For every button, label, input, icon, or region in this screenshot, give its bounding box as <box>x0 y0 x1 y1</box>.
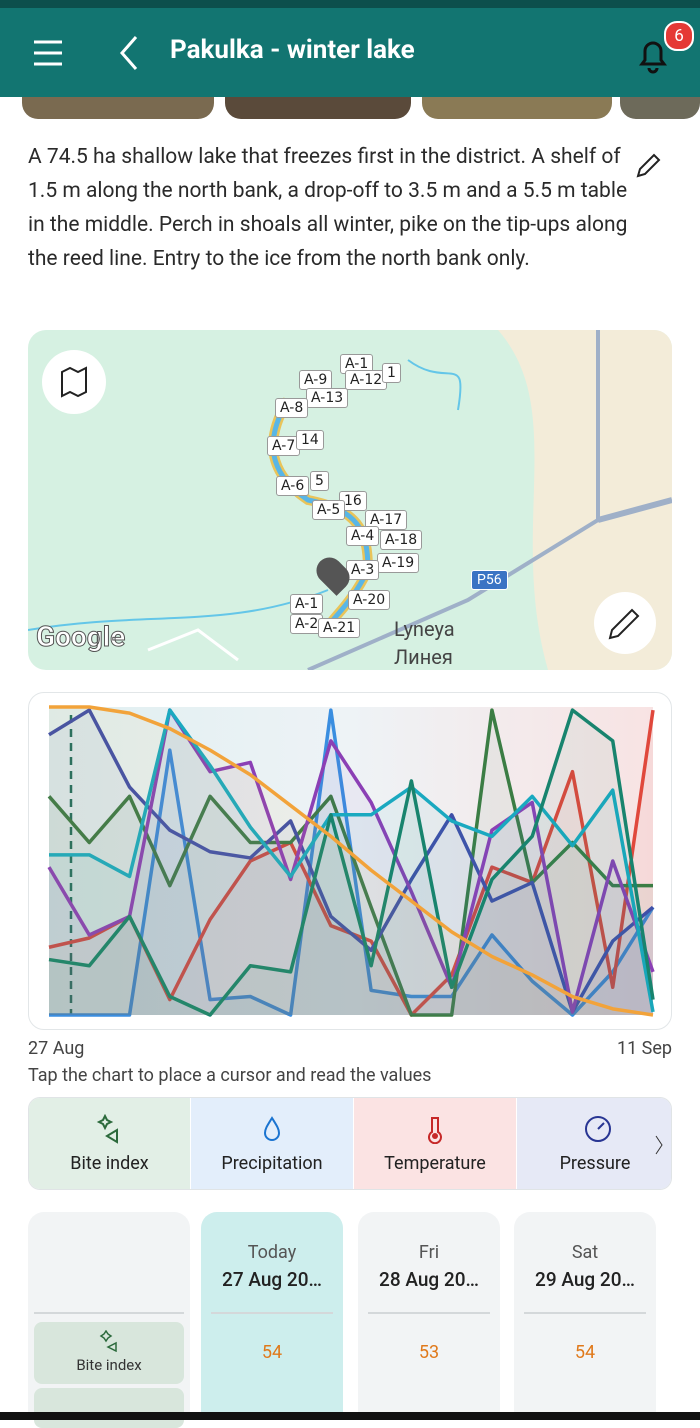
station-label: A-4 <box>346 526 380 546</box>
station-label: A-1 <box>340 354 374 374</box>
series-area <box>49 710 653 1015</box>
chart-hint: Tap the chart to place a cursor and read… <box>28 1065 432 1086</box>
map-edit-button[interactable] <box>594 592 656 654</box>
station-label: A-3 <box>346 560 380 580</box>
tab-label: Temperature <box>384 1153 486 1174</box>
station-label: A-8 <box>275 398 309 418</box>
divider <box>368 1312 490 1314</box>
row-label[interactable]: Bite index <box>34 1322 184 1384</box>
day-name: Sat <box>571 1242 599 1263</box>
tab[interactable]: Temperature <box>354 1098 516 1189</box>
station-label: A-20 <box>348 590 391 610</box>
station-label: A-12 <box>345 370 388 390</box>
map[interactable]: P56 Lyneya Линея Google A-1 A-9 A-12 1 A-13 A-… <box>28 330 672 670</box>
map-base <box>28 330 672 670</box>
day-name: Today <box>247 1242 297 1263</box>
back-button[interactable] <box>116 33 142 73</box>
station-label: A-21 <box>318 618 361 638</box>
day-date: 29 Aug 20… <box>535 1268 635 1291</box>
station-label: A-6 <box>276 476 310 496</box>
x-start-label: 27 Aug <box>28 1038 85 1059</box>
app-bar: Pakulka - winter lake 6 <box>0 0 700 97</box>
station-label: 5 <box>310 471 329 491</box>
divider <box>211 1312 333 1314</box>
tabs-scroll[interactable] <box>653 1134 665 1156</box>
series-area <box>49 710 653 1015</box>
place-label: Lyneya Линея <box>394 615 455 670</box>
station-label: A-19 <box>377 553 420 573</box>
menu-button[interactable] <box>32 38 64 68</box>
tab-label: Pressure <box>559 1153 631 1174</box>
series-line <box>49 708 655 1013</box>
station-label: A-17 <box>365 510 408 530</box>
station-label: A-2 <box>290 614 324 634</box>
row-header-column: Bite index <box>28 1212 190 1428</box>
series-area <box>49 707 653 1015</box>
station-label: 1 <box>382 363 401 383</box>
tab[interactable]: Precipitation <box>191 1098 353 1189</box>
station-label: A-9 <box>299 370 333 390</box>
series-area <box>49 710 653 1015</box>
bite-index-value: 54 <box>261 1342 283 1363</box>
series-area <box>49 710 653 1015</box>
chart[interactable] <box>29 693 671 1029</box>
row-label[interactable] <box>34 1388 184 1428</box>
series-line <box>47 708 655 1014</box>
map-logo: Google <box>35 620 126 654</box>
bite-index-value: 54 <box>574 1342 596 1363</box>
nav-bar <box>0 1412 700 1420</box>
series-area <box>49 710 653 1015</box>
day-date: 28 Aug 20… <box>379 1268 479 1291</box>
edit-description-button[interactable] <box>634 150 664 180</box>
lake-description: A 74.5 ha shallow lake that freezes firs… <box>28 145 628 271</box>
metric-tabs: Bite index Precipitation Temperature Pre… <box>28 1097 672 1190</box>
tab[interactable]: Pressure <box>517 1098 671 1189</box>
day-column: Sat 29 Aug 20… 54 <box>514 1212 656 1420</box>
series-line <box>48 708 655 1017</box>
chart-card[interactable] <box>28 692 672 1030</box>
station-label: A-13 <box>306 388 349 408</box>
row-label-text: Bite index <box>76 1356 142 1374</box>
tab[interactable]: Bite index <box>29 1098 190 1189</box>
station-label: A-18 <box>380 530 423 550</box>
map-layers-button[interactable] <box>42 350 106 414</box>
day-column: Fri 28 Aug 20… 53 <box>358 1212 500 1420</box>
day-date: 27 Aug 20… <box>222 1268 322 1291</box>
notification-badge: 6 <box>664 21 694 51</box>
bite-index-value: 53 <box>418 1342 440 1363</box>
station-label: A-5 <box>312 500 346 520</box>
station-label: A-1 <box>290 594 324 614</box>
road-label: P56 <box>471 570 508 590</box>
notifications-button[interactable] <box>636 36 670 76</box>
place-name-local: Линея <box>394 645 453 669</box>
day-column: Today 27 Aug 20… 54 <box>201 1212 343 1420</box>
tab-label: Bite index <box>70 1153 149 1174</box>
station-label: 14 <box>296 430 324 450</box>
screen-title: Pakulka - winter lake <box>170 35 415 65</box>
tab-label: Precipitation <box>221 1153 323 1174</box>
x-end-label: 11 Sep <box>616 1038 672 1059</box>
divider <box>524 1312 646 1314</box>
series-area <box>49 710 653 1015</box>
series-line <box>49 705 654 1017</box>
place-name: Lyneya <box>394 617 455 641</box>
photo-strip <box>0 87 700 119</box>
day-name: Fri <box>418 1242 440 1263</box>
